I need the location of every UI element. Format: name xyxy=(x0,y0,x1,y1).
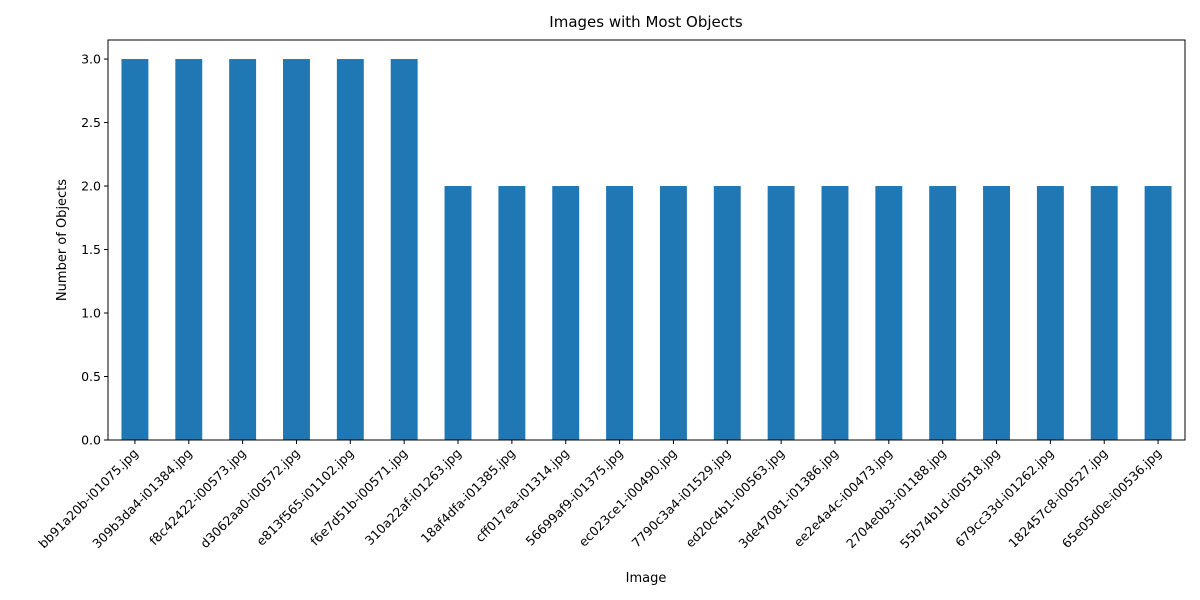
bar xyxy=(498,186,526,440)
x-tick-label: 7790c3a4-i01529.jpg xyxy=(629,446,734,551)
chart-title: Images with Most Objects xyxy=(549,13,743,31)
bar xyxy=(929,186,957,440)
y-tick-label: 0.0 xyxy=(81,433,101,448)
x-tick-label: 3de47081-i01386.jpg xyxy=(735,446,841,552)
y-tick-label: 2.5 xyxy=(81,115,101,130)
y-tick-label: 1.5 xyxy=(81,242,101,257)
bar xyxy=(1036,186,1064,440)
x-tick-label: cff017ea-i01314.jpg xyxy=(472,446,572,546)
x-tick-label: ee2e4a4c-i00473.jpg xyxy=(791,446,895,550)
bar xyxy=(983,186,1010,440)
x-tick-label: ec023ce1-i00490.jpg xyxy=(576,446,680,550)
bar xyxy=(875,186,903,440)
x-tick-label: ed20c4b1-i00563.jpg xyxy=(682,446,787,551)
x-tick-label: 55b74b1d-i00518.jpg xyxy=(897,446,1003,552)
bar xyxy=(821,186,849,440)
x-tick-label: d3062aa0-i00572.jpg xyxy=(197,446,302,551)
y-tick-label: 1.0 xyxy=(81,306,101,321)
bar xyxy=(229,59,257,441)
x-tick-label: 65e05d0e-i00536.jpg xyxy=(1059,446,1164,551)
bar xyxy=(175,59,203,441)
bar xyxy=(121,59,149,441)
x-tick-label: 182457c8-i00527.jpg xyxy=(1005,446,1110,551)
bar xyxy=(659,186,687,440)
x-tick-label: 18af4dfa-i01385.jpg xyxy=(418,446,518,546)
x-tick-label: 56699af9-i01375.jpg xyxy=(523,446,626,549)
x-tick-label: 2704e0b3-i01188.jpg xyxy=(843,446,949,552)
x-axis: bb91a20b-i01075.jpg309b3da4-i01384.jpgf8… xyxy=(35,440,1164,551)
y-tick-label: 0.5 xyxy=(81,369,101,384)
bar xyxy=(713,186,741,440)
y-axis-label: Number of Objects xyxy=(55,179,70,301)
x-axis-label: Image xyxy=(626,571,667,586)
x-tick-label: e813f565-i01102.jpg xyxy=(253,446,356,549)
x-tick-label: f6e7d51b-i00571.jpg xyxy=(307,446,410,549)
x-tick-label: bb91a20b-i01075.jpg xyxy=(35,446,141,552)
bar xyxy=(444,186,472,440)
x-tick-label: 310a22af-i01263.jpg xyxy=(362,446,464,548)
bar xyxy=(336,59,364,441)
x-tick-label: f8c42422-i00573.jpg xyxy=(146,446,249,549)
bar xyxy=(390,59,418,441)
y-tick-label: 2.0 xyxy=(81,179,101,194)
bar-group xyxy=(121,59,1172,441)
y-tick-label: 3.0 xyxy=(81,52,101,67)
x-tick-label: 309b3da4-i01384.jpg xyxy=(89,446,195,552)
x-tick-label: 679cc33d-i01262.jpg xyxy=(952,446,1056,550)
bar xyxy=(1090,186,1118,440)
bar xyxy=(283,59,310,441)
y-axis: 0.0 0.5 1.0 1.5 2.0 2.5 3.0 xyxy=(81,52,108,448)
bar xyxy=(767,186,795,440)
plot-frame xyxy=(107,39,1186,441)
bar xyxy=(606,186,634,440)
bar xyxy=(1144,186,1172,440)
bar xyxy=(552,186,580,440)
